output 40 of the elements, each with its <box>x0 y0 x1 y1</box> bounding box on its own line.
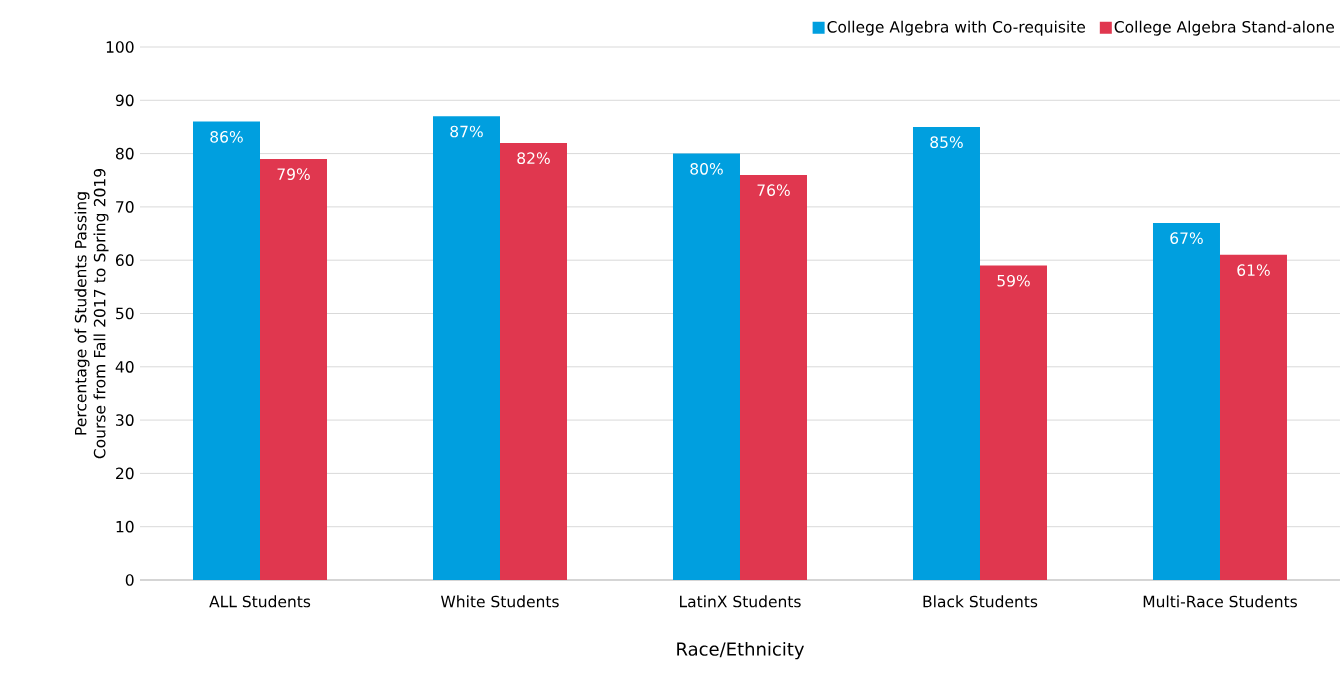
data-label: 76% <box>757 184 790 196</box>
bar <box>260 158 327 580</box>
bar <box>980 265 1047 580</box>
x-tick-label: Multi-Race Students <box>1143 595 1297 608</box>
y-tick-label: 40 <box>115 360 134 373</box>
bar <box>193 121 260 580</box>
bar <box>1152 222 1220 580</box>
bar <box>672 153 740 580</box>
bar <box>500 142 567 580</box>
legend-label: College Algebra with Co-requisite <box>827 20 1086 36</box>
x-tick-label: ALL Students <box>209 595 311 608</box>
y-tick-label: 10 <box>116 520 134 533</box>
data-label: 86% <box>210 130 243 143</box>
data-label: 61% <box>1237 264 1270 276</box>
y-tick-label: 90 <box>115 94 134 107</box>
data-label: 80% <box>690 162 723 175</box>
data-label: 59% <box>997 274 1030 287</box>
y-tick-label: 100 <box>106 41 134 53</box>
y-tick-label: 50 <box>116 307 134 320</box>
bar <box>740 174 807 580</box>
data-label: 85% <box>930 136 963 149</box>
bar <box>912 126 980 580</box>
x-axis-title: Race/Ethnicity <box>677 641 805 660</box>
y-tick-label: 60 <box>115 254 134 267</box>
legend-label: College Algebra Stand-alone <box>1114 20 1335 36</box>
y-tick-label: 30 <box>116 414 134 426</box>
y-axis-title: Percentage of Students Passing Course from Fall 2017 to Spring 2019 <box>74 168 109 459</box>
y-tick-label: 0 <box>125 574 134 586</box>
y-tick-label: 70 <box>116 201 134 213</box>
x-tick-label: Black Students <box>923 595 1038 608</box>
data-label: 67% <box>1170 232 1203 244</box>
bar <box>1219 254 1287 580</box>
y-tick-label: 80 <box>115 147 134 160</box>
data-label: 79% <box>277 168 310 181</box>
data-label: 82% <box>517 152 550 165</box>
data-label: 87% <box>450 125 483 138</box>
x-tick-label: White Students <box>440 595 559 608</box>
x-tick-label: LatinX Students <box>680 595 801 608</box>
y-tick-label: 20 <box>116 467 134 480</box>
bar <box>433 116 500 580</box>
